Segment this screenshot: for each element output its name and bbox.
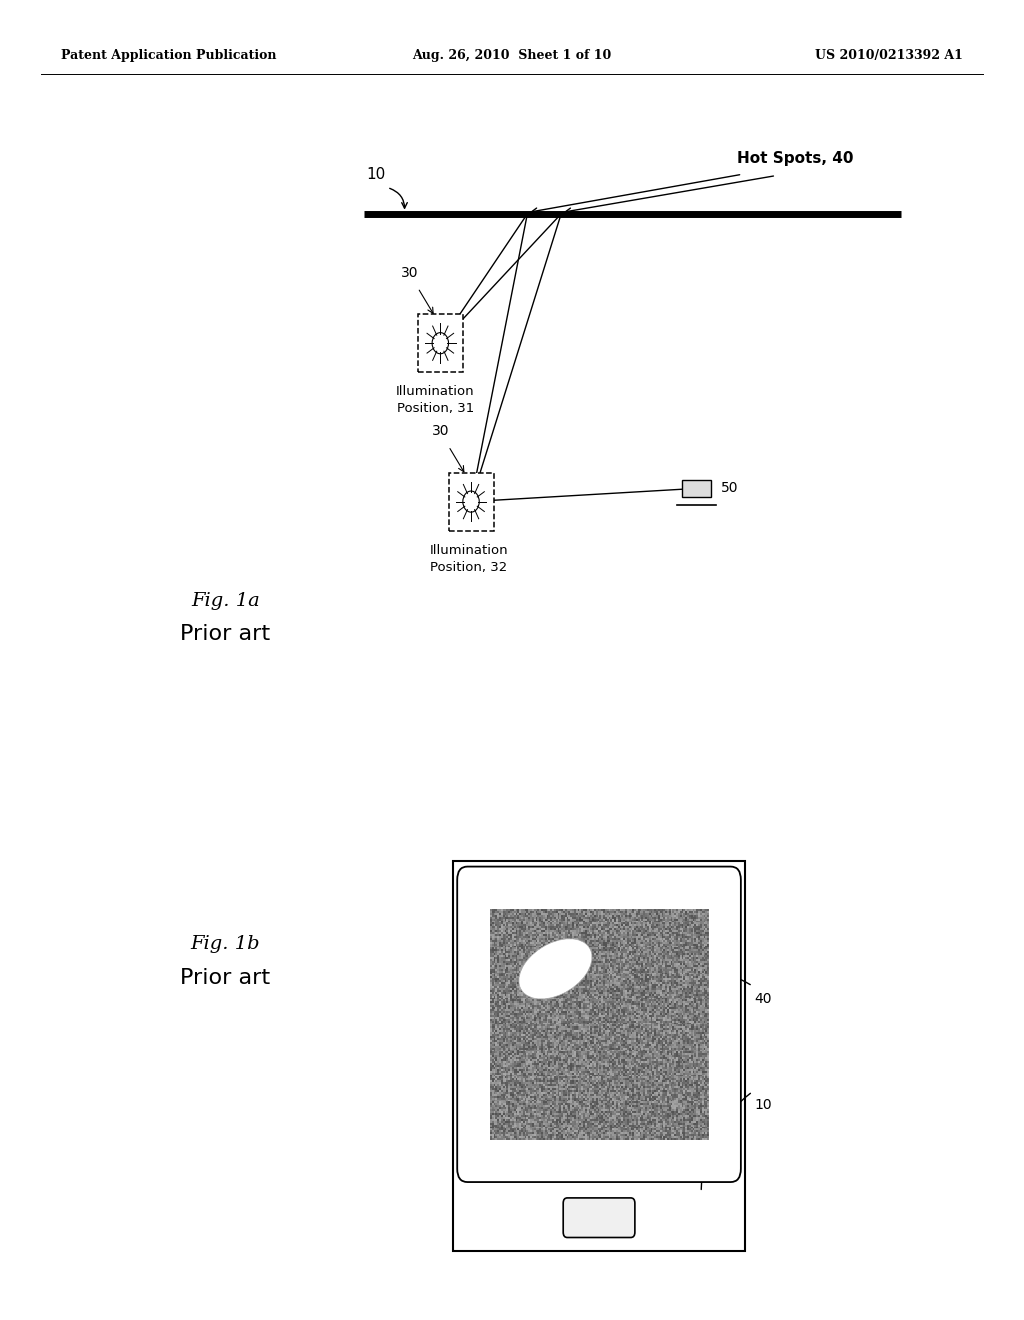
Text: Prior art: Prior art [180,968,270,989]
Text: 50: 50 [721,482,738,495]
Text: Illumination
Position, 31: Illumination Position, 31 [396,385,474,416]
Text: Illumination
Position, 32: Illumination Position, 32 [430,544,508,574]
Bar [490,909,709,1139]
FancyBboxPatch shape [418,314,463,372]
FancyBboxPatch shape [457,867,741,1183]
Text: US 2010/0213392 A1: US 2010/0213392 A1 [815,49,963,62]
Text: 10: 10 [367,168,386,182]
Text: Fig. 1b: Fig. 1b [190,935,260,953]
Ellipse shape [519,939,592,999]
Bar [682,479,711,496]
Text: Prior art: Prior art [180,623,270,644]
Text: 10: 10 [755,1098,772,1111]
Bar [453,861,745,1251]
FancyBboxPatch shape [563,1199,635,1238]
Text: 30: 30 [431,424,450,438]
FancyBboxPatch shape [449,473,494,531]
Text: Aug. 26, 2010  Sheet 1 of 10: Aug. 26, 2010 Sheet 1 of 10 [413,49,611,62]
Text: Hot Spots, 40: Hot Spots, 40 [737,150,854,166]
Text: Fig. 1a: Fig. 1a [190,591,260,610]
Text: 40: 40 [755,993,772,1006]
Text: 30: 30 [400,265,419,280]
Text: Patent Application Publication: Patent Application Publication [61,49,276,62]
